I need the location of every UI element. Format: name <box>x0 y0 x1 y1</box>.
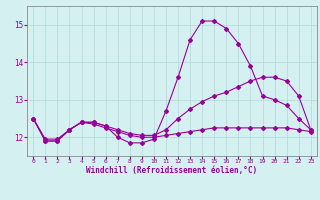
X-axis label: Windchill (Refroidissement éolien,°C): Windchill (Refroidissement éolien,°C) <box>86 166 258 175</box>
